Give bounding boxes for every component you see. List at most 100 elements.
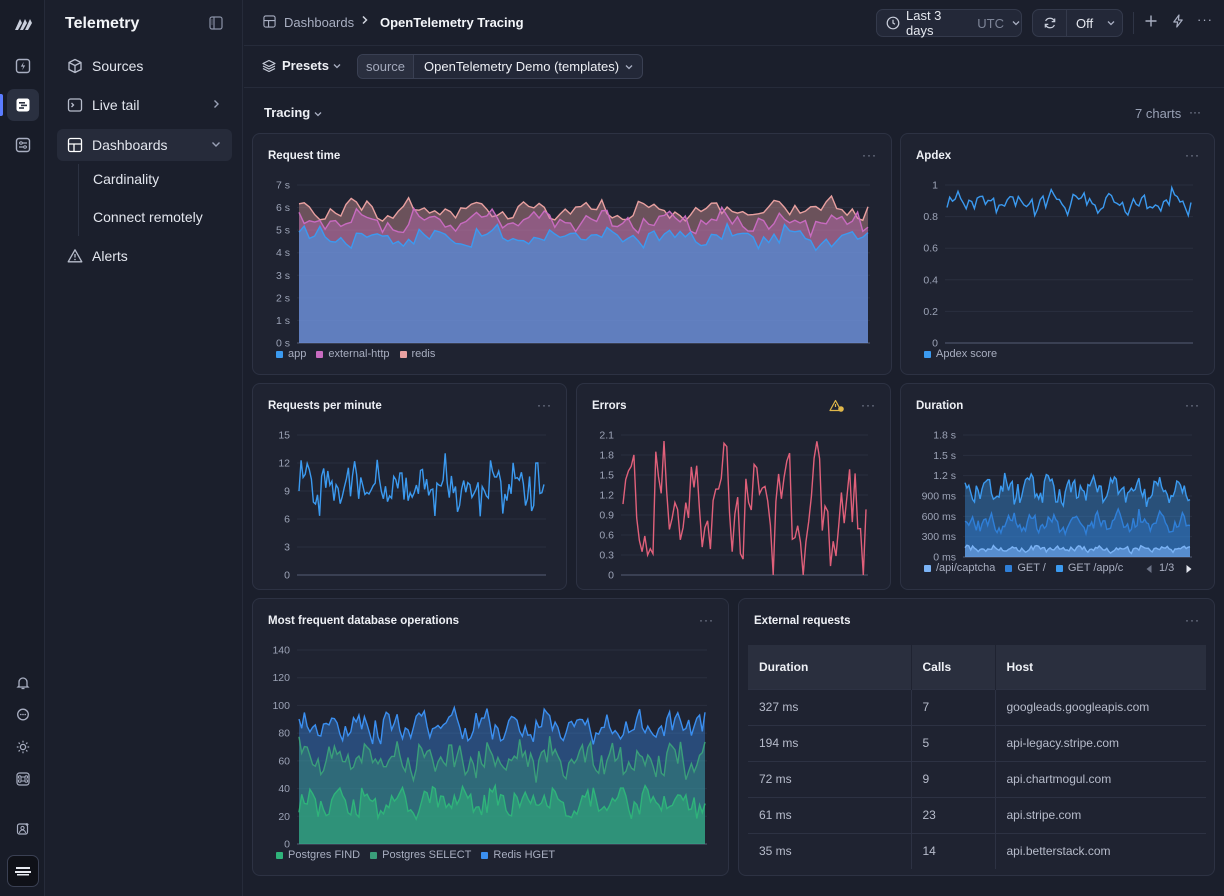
series-line — [622, 440, 867, 576]
table-cell: 14 — [911, 832, 996, 869]
avatar[interactable] — [7, 855, 39, 887]
table-row[interactable]: 194 ms 5 api-legacy.stripe.com — [748, 724, 1206, 761]
incidents-icon[interactable] — [7, 50, 39, 82]
y-tick-label: 0 ms — [933, 552, 956, 564]
chart-legend: app external-http redis — [276, 348, 435, 360]
column-header[interactable]: Duration — [748, 645, 912, 689]
chart-count: 7 charts — [1135, 106, 1182, 121]
theme-sun-icon[interactable] — [7, 731, 39, 763]
legend-prev-icon[interactable] — [1145, 564, 1153, 574]
series-line — [964, 472, 1191, 509]
legend-item[interactable]: GET /app/c — [1055, 562, 1123, 574]
refresh-control[interactable]: Off — [1032, 9, 1123, 37]
panel-more-icon[interactable]: ··· — [861, 398, 876, 412]
source-selector[interactable]: source OpenTelemetry Demo (templates) — [357, 54, 643, 79]
sidebar-item-alerts[interactable]: Alerts — [57, 240, 232, 272]
external-requests-table: Duration Calls Host 327 ms 7 googleads.goo… — [748, 645, 1206, 869]
legend-swatch — [924, 564, 931, 572]
settings-panel-icon[interactable] — [7, 129, 39, 161]
legend-item[interactable]: /api/captcha — [924, 562, 995, 574]
legend-item[interactable]: Redis HGET — [481, 849, 555, 861]
legend-item[interactable]: Postgres FIND — [276, 849, 360, 861]
y-tick-label: 300 ms — [922, 531, 956, 543]
y-tick-label: 0.6 — [923, 243, 938, 255]
legend-item[interactable]: redis — [399, 348, 436, 360]
panel-more-icon[interactable]: ··· — [699, 613, 714, 627]
y-tick-label: 3 s — [276, 270, 290, 282]
legend-label: app — [288, 348, 307, 360]
logo-icon[interactable] — [7, 8, 39, 40]
table-row[interactable]: 327 ms 7 googleads.googleapis.com — [748, 688, 1206, 725]
sidebar-item-sources[interactable]: Sources — [57, 50, 232, 82]
legend-next-icon[interactable] — [1185, 564, 1193, 574]
column-header[interactable]: Host — [995, 645, 1206, 689]
lightning-icon[interactable] — [1171, 14, 1187, 30]
sidebar-subitem-cardinality[interactable]: Cardinality — [93, 171, 160, 187]
chevron-down-icon[interactable] — [313, 109, 323, 119]
telemetry-icon[interactable] — [7, 89, 39, 121]
panel-title: Duration — [916, 400, 964, 412]
refresh-icon[interactable] — [1033, 10, 1067, 36]
sidebar-item-label: Live tail — [92, 97, 140, 113]
table-row[interactable]: 72 ms 9 api.chartmogul.com — [748, 760, 1206, 797]
legend-label: redis — [411, 348, 436, 360]
table-cell: 5 — [911, 724, 996, 761]
panel-more-icon[interactable]: ··· — [537, 398, 552, 412]
chart-db_operations[interactable]: 0 20 40 60 80 100 120 140 — [253, 599, 730, 877]
chart-duration[interactable]: 0 ms 300 ms 600 ms 900 ms 1.2 s 1.5 s 1.8 s — [901, 384, 1216, 591]
y-tick-label: 0.2 — [923, 306, 938, 318]
chart-apdex[interactable]: 0 0.2 0.4 0.6 0.8 1 — [901, 134, 1216, 376]
chat-icon[interactable] — [7, 699, 39, 731]
legend-label: Postgres SELECT — [382, 849, 472, 861]
table-row[interactable]: 35 ms 14 api.betterstack.com — [748, 832, 1206, 869]
alert-warning-icon[interactable] — [829, 399, 845, 413]
panel-external-requests: External requests ··· Duration Calls Hos… — [738, 598, 1215, 876]
y-tick-label: 0 — [284, 839, 290, 851]
y-tick-label: 1.5 s — [933, 450, 956, 462]
command-icon[interactable] — [7, 763, 39, 795]
panel-title: Errors — [592, 400, 627, 412]
add-icon[interactable] — [1144, 14, 1160, 30]
table-cell: 194 ms — [748, 724, 912, 761]
add-member-icon[interactable] — [7, 813, 39, 845]
section-more-icon[interactable]: ··· — [1189, 105, 1201, 119]
legend-item[interactable]: app — [276, 348, 306, 360]
table-cell: 7 — [911, 688, 996, 725]
legend-item[interactable]: Apdex score — [924, 348, 997, 360]
legend-swatch — [481, 851, 489, 859]
time-range-label: Last 3 days — [906, 8, 942, 38]
series-line — [964, 544, 1191, 555]
legend-swatch — [924, 350, 931, 358]
table-row[interactable]: 61 ms 23 api.stripe.com — [748, 796, 1206, 833]
column-header[interactable]: Calls — [911, 645, 996, 689]
legend-item[interactable]: external-http — [316, 348, 390, 360]
panel-db-operations: Most frequent database operations ··· 0 2… — [252, 598, 729, 876]
breadcrumb-dashboards[interactable]: Dashboards — [284, 15, 355, 30]
y-tick-label: 100 — [272, 700, 290, 712]
sidebar-item-dashboards[interactable]: Dashboards — [57, 129, 232, 161]
panel-more-icon[interactable]: ··· — [1185, 613, 1200, 627]
more-options-icon[interactable]: ··· — [1197, 12, 1213, 27]
collapse-sidebar-icon[interactable] — [209, 16, 225, 32]
panel-title: External requests — [754, 615, 851, 627]
chart-requests_per_minute[interactable]: 0 3 6 9 12 15 — [253, 384, 568, 591]
chart-request_time[interactable]: 0 s 1 s 2 s 3 s 4 s 5 s 6 s 7 s — [253, 134, 893, 376]
bell-icon[interactable] — [7, 667, 39, 699]
series-line — [298, 453, 545, 517]
panel-more-icon[interactable]: ··· — [862, 148, 877, 162]
chart-legend: /api/captcha GET / GET /app/c — [924, 562, 1123, 574]
legend-item[interactable]: GET / — [1005, 562, 1046, 574]
y-tick-label: 6 s — [276, 202, 290, 214]
table-cell: api.stripe.com — [995, 796, 1206, 833]
sidebar-item-live-tail[interactable]: Live tail — [57, 89, 232, 121]
section-title[interactable]: Tracing — [264, 105, 311, 120]
y-tick-label: 15 — [278, 430, 290, 442]
legend-item[interactable]: Postgres SELECT — [370, 849, 471, 861]
panel-more-icon[interactable]: ··· — [1185, 398, 1200, 412]
chart-errors[interactable]: 0 0.3 0.6 0.9 1.2 1.5 1.8 2.1 — [577, 384, 892, 591]
presets-dropdown[interactable]: Presets — [282, 58, 329, 73]
time-range-picker[interactable]: Last 3 days UTC — [876, 8, 1022, 38]
table-cell: api-legacy.stripe.com — [995, 724, 1206, 761]
panel-more-icon[interactable]: ··· — [1185, 148, 1200, 162]
sidebar-subitem-connect-remotely[interactable]: Connect remotely — [93, 209, 203, 225]
